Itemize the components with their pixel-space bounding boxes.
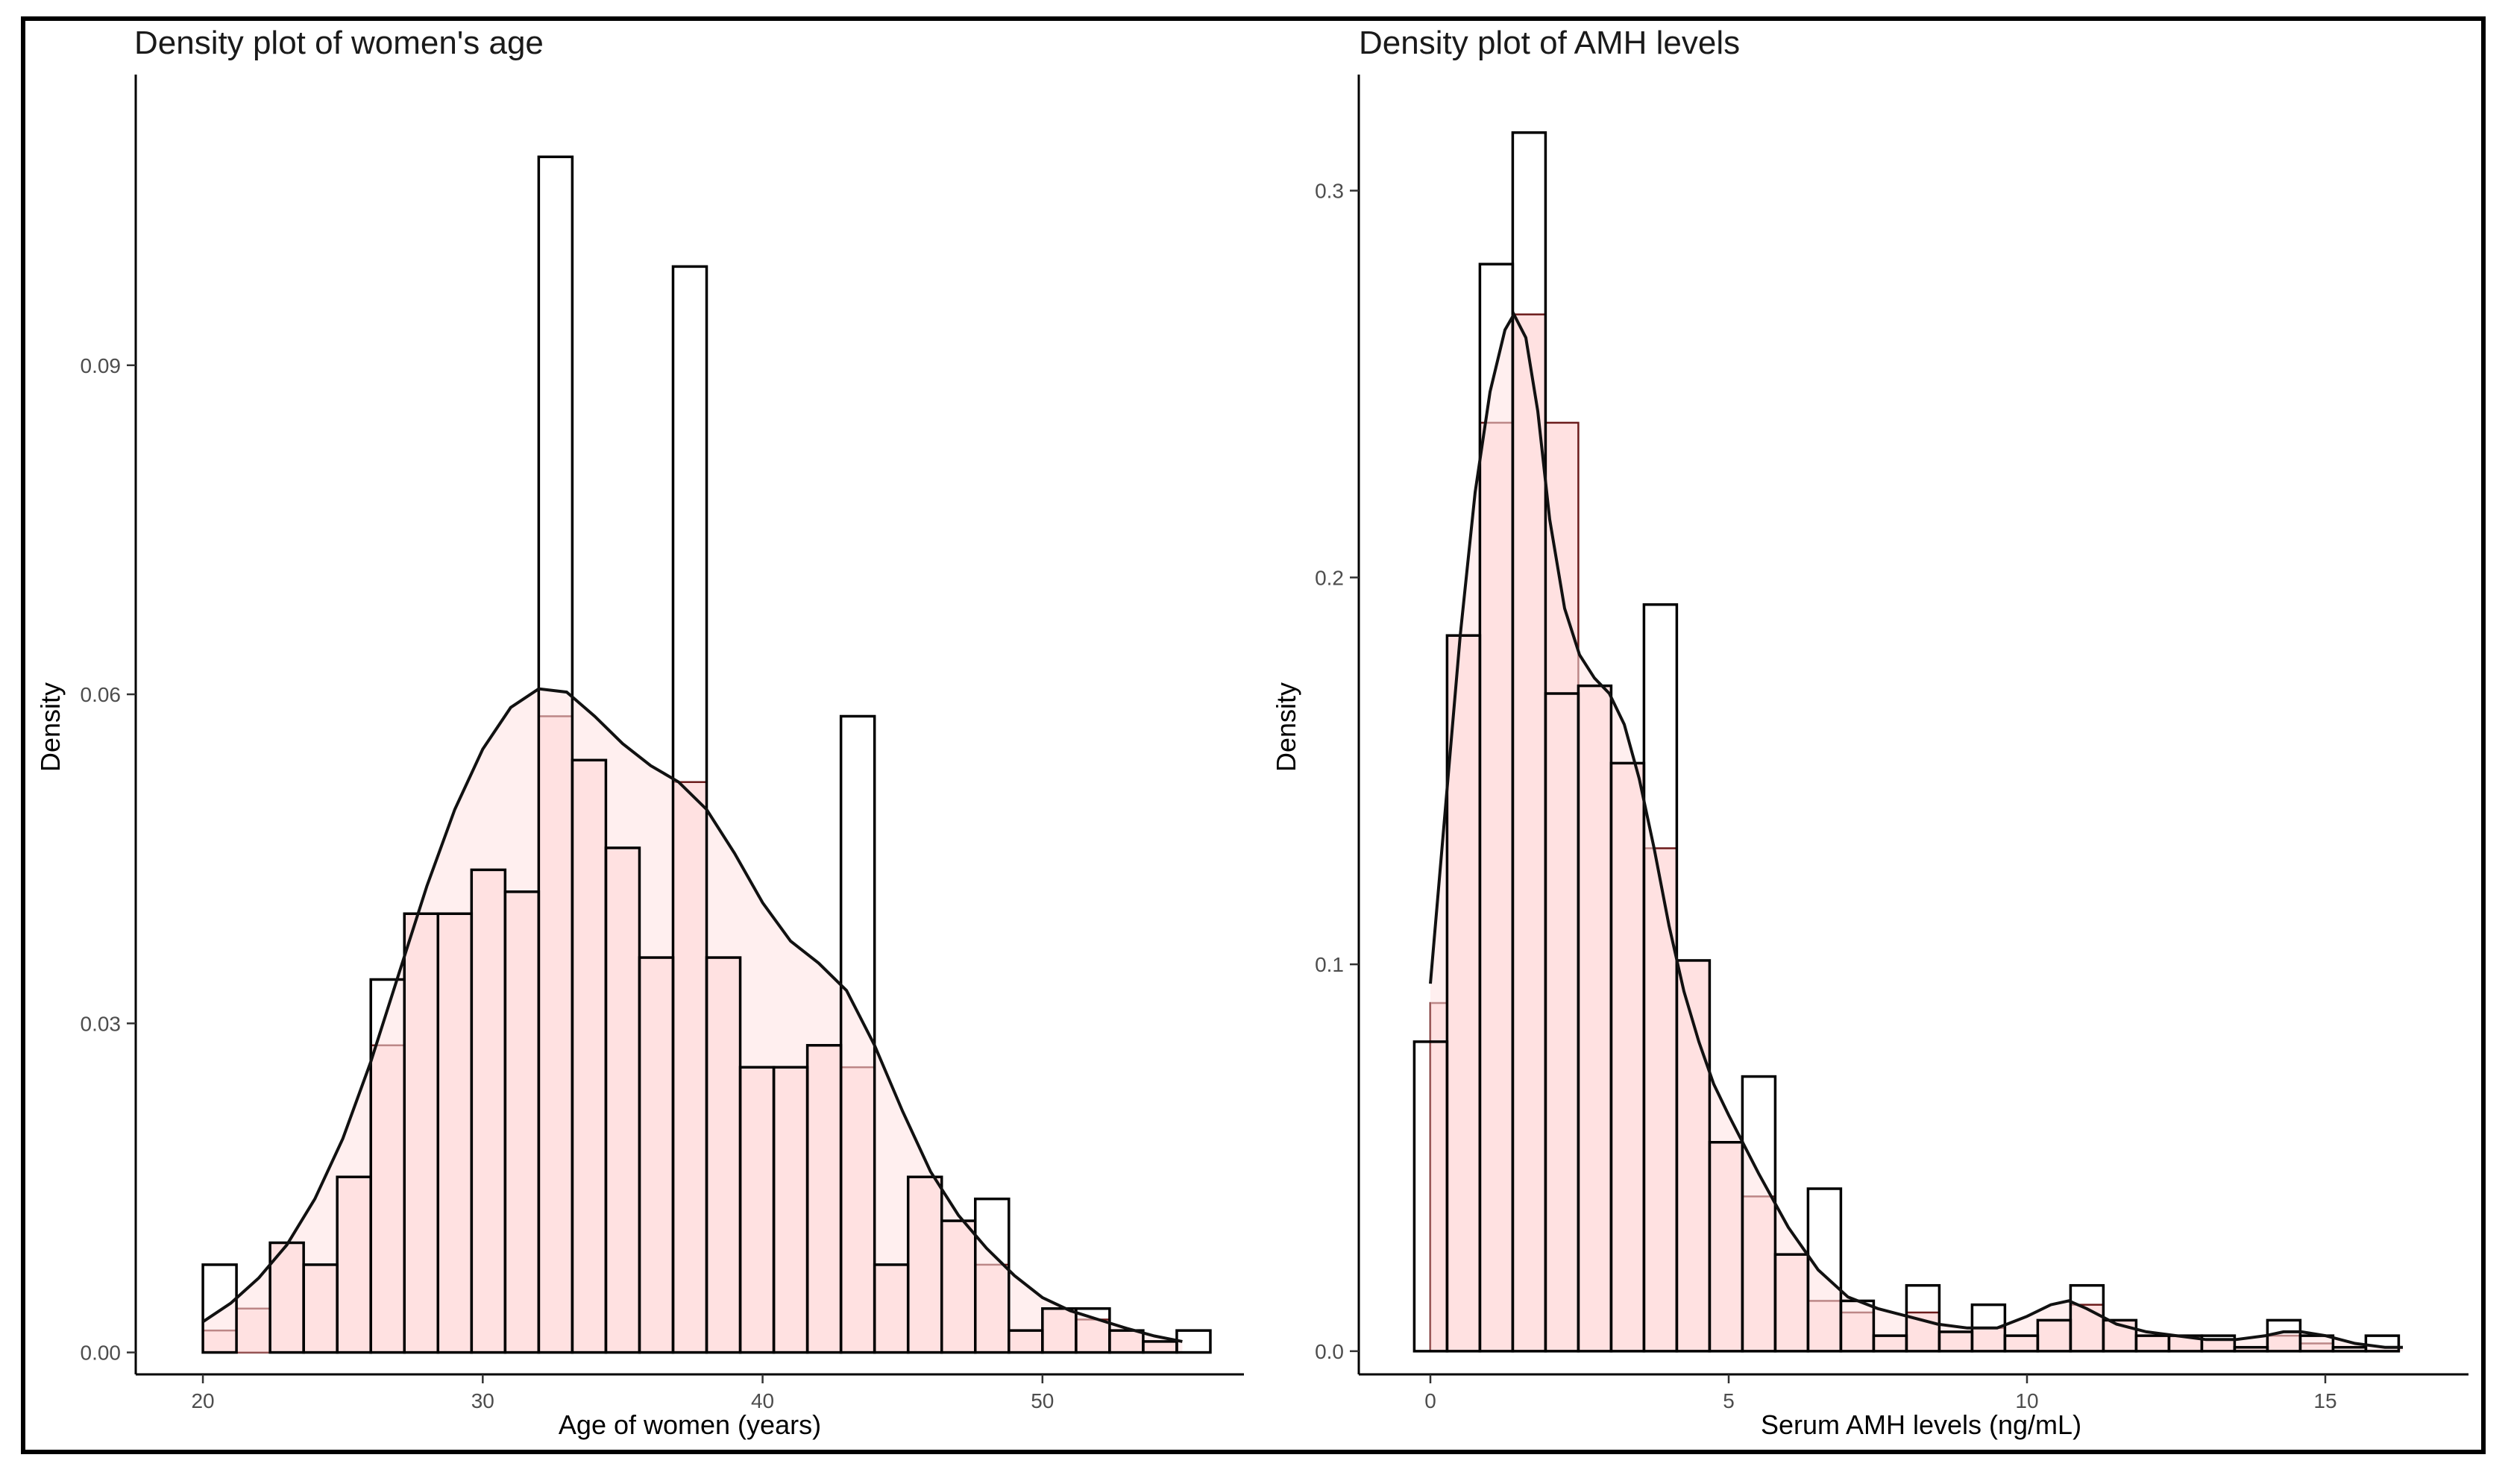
- histogram-bar: [1905, 1283, 1941, 1353]
- y-tick-label: 0.0: [1315, 1340, 1344, 1363]
- histogram-bar: [1806, 1187, 1843, 1353]
- x-axis-label: Serum AMH levels (ng/mL): [1761, 1409, 2081, 1440]
- x-tick-label: 40: [751, 1389, 774, 1412]
- chart-title: Density plot of women's age: [134, 25, 544, 61]
- y-tick-label: 0.09: [81, 354, 122, 377]
- x-tick-label: 15: [2313, 1389, 2336, 1412]
- histogram-bar: [201, 1263, 238, 1354]
- density-area: [203, 688, 1183, 1353]
- density-curve: [201, 687, 1183, 1343]
- y-tick-label: 0.00: [81, 1342, 122, 1365]
- histogram-bar: [2200, 1334, 2237, 1353]
- chart-age: Density plot of women's age 20 30 40 50 0.00…: [35, 25, 1244, 1440]
- y-tick-label: 0.03: [81, 1012, 122, 1035]
- x-tick-label: 30: [471, 1389, 494, 1412]
- density-curve: [1429, 311, 2403, 1349]
- y-axis-label: Density: [1271, 682, 1301, 772]
- plot-area: 20 30 40 50 0.00 0.03 0.06 0.09: [81, 75, 1244, 1412]
- y-tick-label: 0.06: [81, 683, 122, 706]
- histogram-bar: [1741, 1075, 1777, 1353]
- y-tick-label: 0.1: [1315, 953, 1344, 976]
- histogram-bar: [537, 155, 574, 1354]
- x-tick-label: 10: [2015, 1389, 2038, 1412]
- chart-amh: Density plot of AMH levels 0 5 10 150.00.10…: [1271, 25, 2468, 1440]
- x-tick-label: 5: [1723, 1389, 1735, 1412]
- histogram-bar: [974, 1197, 1011, 1354]
- histogram-bar: [839, 714, 876, 1354]
- y-axis-label: Density: [35, 682, 66, 772]
- x-tick-label: 20: [191, 1389, 214, 1412]
- y-tick-label: 0.2: [1315, 566, 1344, 589]
- x-tick-label: 0: [1424, 1389, 1436, 1412]
- chart-title: Density plot of AMH levels: [1359, 25, 1740, 61]
- density-area: [1430, 314, 2403, 1351]
- x-tick-label: 50: [1031, 1389, 1054, 1412]
- y-tick-label: 0.3: [1315, 180, 1344, 203]
- plot-area: 0 5 10 15 0.0 0.1 0.2 0.3: [1315, 75, 2468, 1412]
- x-axis-label: Age of women (years): [559, 1409, 821, 1440]
